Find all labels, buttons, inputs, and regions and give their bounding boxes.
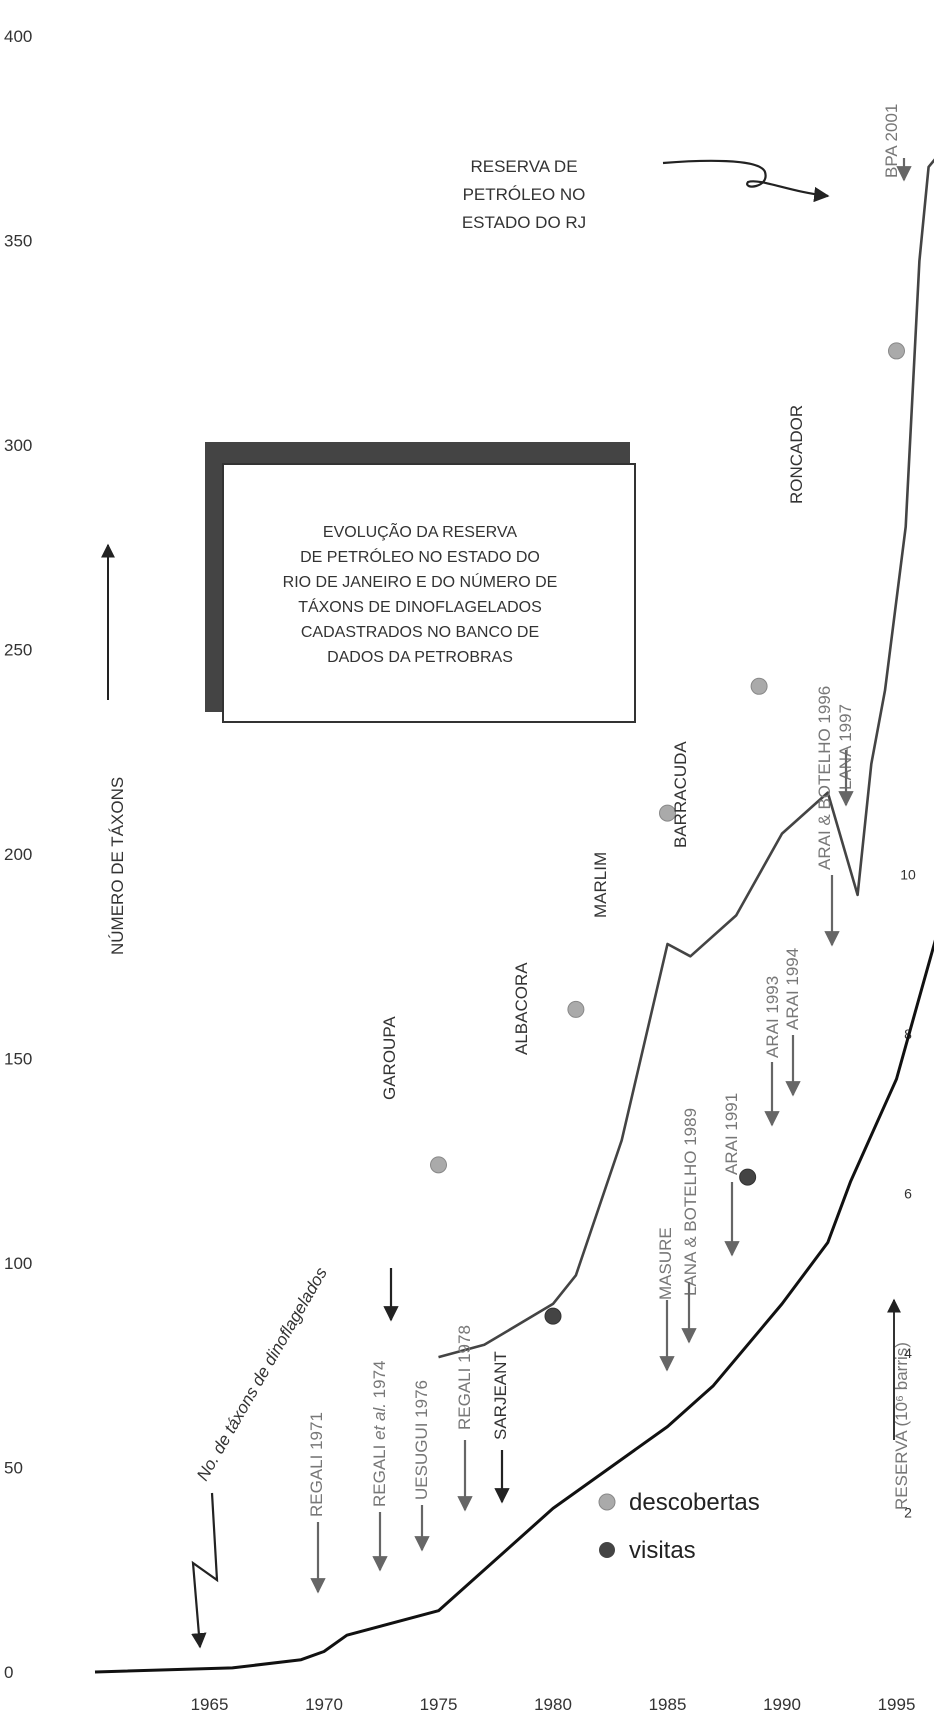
reference-label: BPA 2001 [882,104,901,178]
y2-tick-label: 4 [904,1345,912,1361]
y-axis-label: NÚMERO DE TÁXONS [108,777,127,955]
y2-tick-label: 6 [904,1185,912,1201]
title-box-line: DADOS DA PETROBRAS [327,649,513,666]
title-box-line: EVOLUÇÃO DA RESERVA [323,521,517,541]
visit-label: MASURE [656,1227,675,1300]
y-tick-label: 300 [4,436,32,455]
x-tick-label: 1990 [763,1695,801,1714]
reference-label: LANA 1997 [836,704,855,790]
y-tick-label: 0 [4,1663,13,1682]
reference-label: REGALI 1978 [455,1325,474,1430]
x-tick-label: 1985 [649,1695,687,1714]
visit-label: SARJEANT [491,1351,510,1440]
discovery-label: BARRACUDA [671,741,690,848]
x-tick-label: 1980 [534,1695,572,1714]
reference-label: REGALI 1971 [307,1412,326,1517]
taxa-series-line [94,939,934,1674]
title-box-line: DE PETRÓLEO NO ESTADO DO [300,547,540,566]
x-tick-label: 1965 [191,1695,229,1714]
y2-tick-label: 10 [900,866,916,882]
reference-label: ARAI 1994 [783,948,802,1030]
legend-visit-dot [599,1542,615,1558]
y-tick-label: 400 [4,27,32,46]
title-box-line: RIO DE JANEIRO E DO NÚMERO DE [283,572,558,591]
discovery-label: RONCADOR [787,405,806,504]
discovery-label: GAROUPA [380,1016,399,1100]
y-tick-label: 100 [4,1254,32,1273]
y2-axis-label: RESERVA (10⁶ barris) [892,1342,911,1510]
reference-label: LANA & BOTELHO 1989 [681,1108,700,1296]
reserve-label-line: ESTADO DO RJ [462,213,586,232]
discovery-label: MARLIM [591,852,610,918]
reserve-series-line [438,158,934,1359]
reference-label: ARAI 1993 [763,976,782,1058]
visit-marker [739,1168,757,1186]
y2-tick-label: 2 [904,1504,912,1520]
legend-discovery-label: descobertas [629,1489,760,1516]
reference-label: REGALI et al. 1974 [370,1361,389,1508]
x-tick-label: 1975 [420,1695,458,1714]
title-box-line: CADASTRADOS NO BANCO DE [301,624,539,641]
title-box-frame [222,463,636,723]
reserve-label: RESERVA DE PETRÓLEO NO ESTADO DO RJ [462,157,586,232]
legend-discovery-dot [598,1493,616,1511]
x-tick-label: 1995 [878,1695,916,1714]
reference-label: UESUGUI 1976 [412,1380,431,1500]
discovery-marker [430,1156,447,1174]
discovery-marker [750,677,768,695]
title-box: EVOLUÇÃO DA RESERVA DE PETRÓLEO NO ESTAD… [205,442,636,723]
discovery-marker [659,804,676,822]
y-tick-label: 150 [4,1050,32,1069]
reference-label: ARAI & BOTELHO 1996 [815,686,834,870]
reserve-label-line: PETRÓLEO NO [463,185,586,204]
reserve-label-arrow [662,159,830,203]
taxa-series-arrow [191,1492,219,1649]
title-box-line: TÁXONS DE DINOFLAGELADOS [298,597,542,616]
legend: descobertas visitas [598,1489,760,1564]
legend-visit-label: visitas [629,1537,696,1564]
reference-label: ARAI 1991 [722,1093,741,1175]
y-tick-label: 250 [4,641,32,660]
reserve-label-line: RESERVA DE [470,157,577,176]
discovery-label: ALBACORA [512,962,531,1055]
discovery-marker [567,1000,585,1018]
discovery-marker [888,342,905,360]
y-tick-label: 350 [4,232,32,251]
x-tick-label: 1970 [305,1695,343,1714]
visit-marker [544,1307,562,1325]
y-tick-label: 50 [4,1459,23,1478]
y-tick-label: 200 [4,845,32,864]
